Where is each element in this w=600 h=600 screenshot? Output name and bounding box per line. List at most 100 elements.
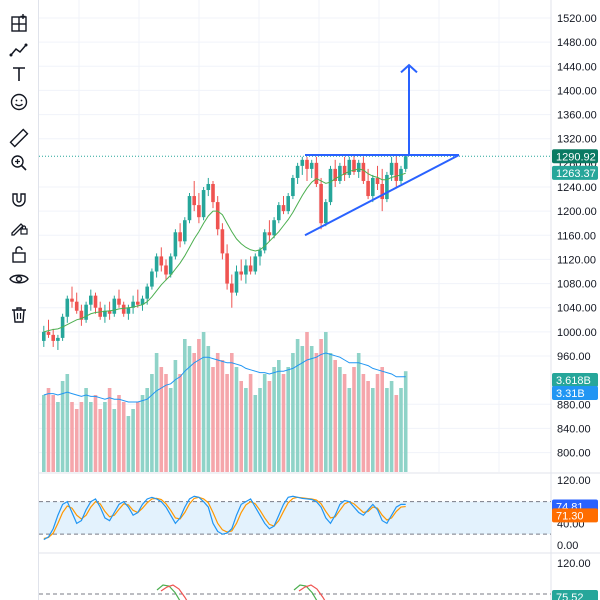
candle-body	[262, 232, 267, 251]
candle-body	[394, 162, 399, 181]
stoch-d-tag: 71.30	[556, 510, 584, 522]
volume-bar	[220, 360, 225, 472]
volume-bar	[272, 367, 276, 472]
candle-body	[328, 168, 333, 203]
price-axis-label: 800.00	[557, 448, 591, 460]
candle-body	[178, 232, 182, 242]
volume-bar	[107, 388, 112, 472]
drawing-toolbar	[0, 0, 39, 600]
macd-red-line	[160, 584, 188, 600]
breakout-arrow-head[interactable]	[400, 63, 418, 74]
volume-bar	[183, 339, 187, 472]
text-tool-icon[interactable]	[9, 64, 29, 84]
volume-bar	[145, 388, 149, 472]
stoch-axis-label: 120.00	[557, 475, 591, 487]
volume-bar	[126, 416, 131, 472]
volume-bar	[168, 388, 173, 472]
ruler-icon[interactable]	[9, 128, 29, 148]
candle-body	[356, 162, 361, 172]
volume-bar	[244, 388, 248, 472]
volume-bar	[328, 353, 333, 472]
candle-body	[295, 165, 300, 178]
candle-body	[136, 301, 140, 305]
volume-bar	[65, 374, 70, 472]
price-axis-label: 1360.00	[557, 110, 597, 122]
volume-bar	[319, 339, 323, 472]
volume-bar	[333, 360, 337, 472]
zoom-in-icon[interactable]	[9, 153, 29, 173]
candle-body	[89, 295, 93, 305]
volume-bar	[366, 381, 370, 472]
ma-price-tag: 1263.37	[556, 168, 596, 180]
price-axis-label: 1400.00	[557, 85, 597, 97]
candle-body	[215, 202, 220, 230]
candle-body	[253, 256, 258, 272]
volume-bar	[286, 367, 290, 472]
candle-body	[42, 331, 46, 341]
macd-green-line-2	[293, 584, 318, 600]
volume-bar	[258, 388, 262, 472]
candle-body	[380, 183, 384, 200]
grid-layout-icon[interactable]	[9, 14, 29, 34]
candle-body	[258, 250, 262, 257]
stoch-k-line	[43, 495, 406, 541]
volume-bar	[154, 353, 159, 472]
magnet-icon[interactable]	[9, 190, 29, 210]
candle-body	[305, 159, 309, 169]
trash-icon[interactable]	[9, 305, 29, 325]
volume-bar	[262, 374, 267, 472]
volume-bar	[281, 374, 286, 472]
volume-tag: 3.618B	[556, 375, 591, 387]
eye-icon[interactable]	[9, 269, 29, 289]
trend-line-icon[interactable]	[9, 40, 29, 60]
candle-body	[103, 310, 107, 317]
candle-body	[352, 159, 356, 172]
volume-bar	[352, 367, 356, 472]
candle-body	[197, 205, 201, 218]
volume-bar	[295, 339, 300, 472]
volume-bar	[187, 346, 192, 472]
candle-body	[234, 271, 239, 293]
lock-drawings-icon[interactable]	[9, 217, 29, 237]
volume-bar	[375, 374, 380, 472]
candle-body	[117, 298, 121, 305]
volume-bar	[150, 374, 154, 472]
candle-body	[164, 265, 168, 275]
volume-bar	[230, 353, 234, 472]
volume-bar	[136, 402, 140, 472]
candle-body	[140, 298, 145, 305]
candle-body	[211, 183, 215, 203]
candle-body	[70, 298, 74, 302]
triangle-support-line[interactable]	[304, 154, 460, 237]
candle-body	[244, 265, 248, 275]
candle-body	[333, 168, 337, 181]
moving-average-line	[43, 168, 406, 333]
candle-body	[300, 159, 305, 166]
candle-body	[192, 196, 196, 206]
chart-canvas[interactable]: 1520.00 1480.00 1440.00 1400.00 1360.00 1320.…	[39, 0, 600, 600]
candle-body	[342, 165, 347, 175]
volume-bar	[70, 402, 74, 472]
stoch-d-line	[43, 496, 406, 540]
candle-body	[309, 162, 314, 169]
chart-area[interactable]: 1520.00 1480.00 1440.00 1400.00 1360.00 1320.…	[39, 0, 600, 600]
emoji-icon[interactable]	[9, 92, 29, 112]
candle-body	[286, 196, 290, 212]
volume-bar	[173, 360, 178, 472]
stoch-band	[39, 501, 551, 535]
candle-body	[248, 265, 253, 272]
candle-body	[267, 232, 272, 236]
volume-bar	[112, 409, 117, 472]
candle-body	[239, 271, 243, 275]
candle-body	[65, 298, 70, 317]
candle-body	[150, 271, 154, 287]
volume-bar	[74, 409, 79, 472]
candle-body	[131, 301, 135, 308]
macd-value-tag: 75.52	[556, 592, 584, 600]
volume-bar	[380, 367, 384, 472]
price-axis-label: 1160.00	[557, 230, 596, 242]
unlock-icon[interactable]	[9, 244, 29, 264]
candle-body	[324, 202, 328, 224]
candle-body	[112, 298, 117, 314]
volume-bar	[371, 388, 375, 472]
